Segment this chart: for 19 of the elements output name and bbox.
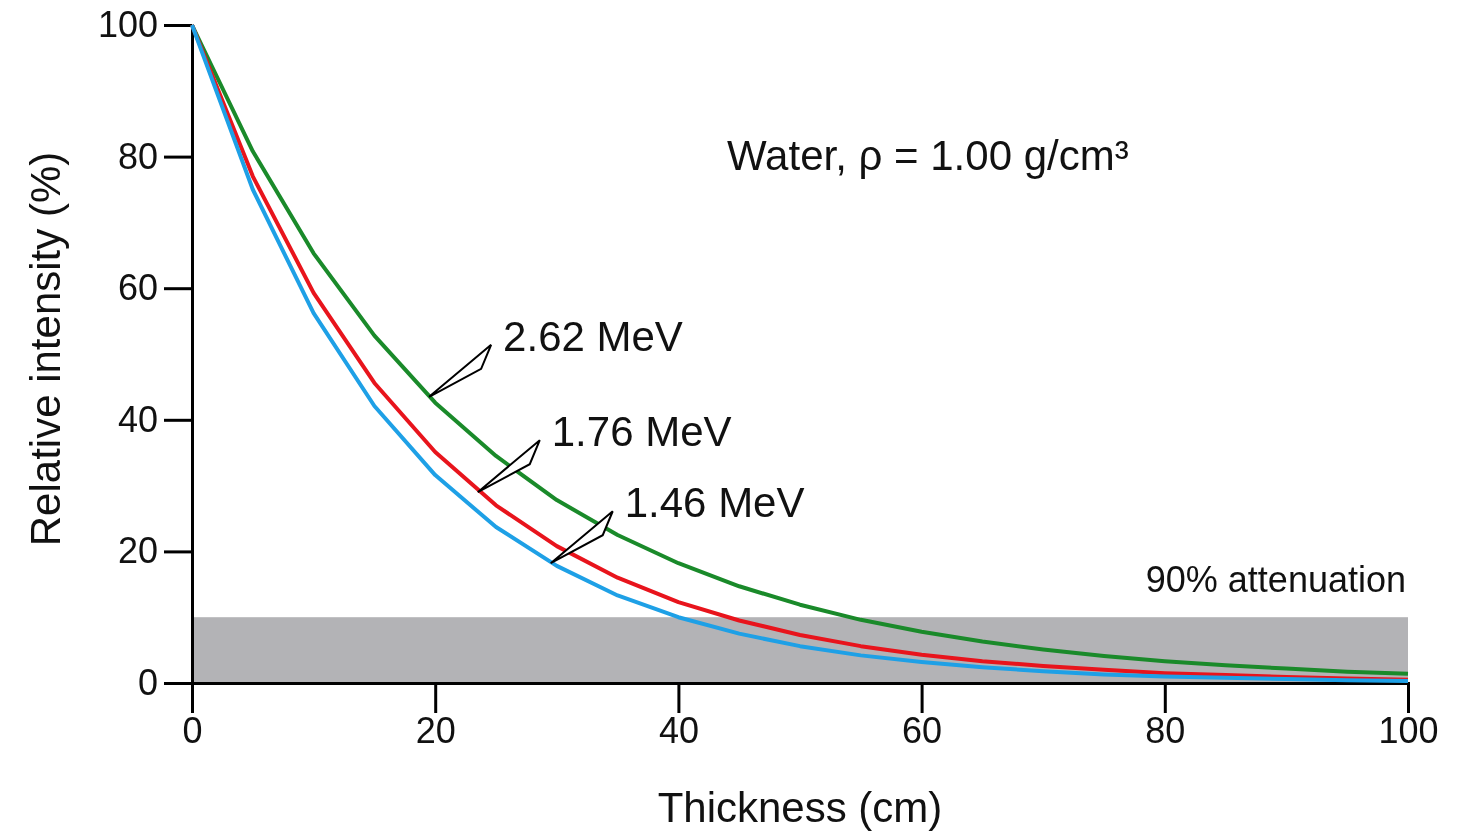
y-tick-label: 100 xyxy=(97,4,158,46)
annotation: 2.62 MeV xyxy=(503,312,683,360)
x-tick-label: 40 xyxy=(658,710,699,752)
x-tick-label: 100 xyxy=(1378,710,1439,752)
x-tick-label: 60 xyxy=(902,710,943,752)
x-axis-title: Thickness (cm) xyxy=(657,784,943,831)
y-tick-label: 80 xyxy=(117,135,158,177)
y-tick-label: 60 xyxy=(117,267,158,309)
x-tick-label: 0 xyxy=(182,710,203,752)
x-tick-label: 20 xyxy=(415,710,456,752)
band-label: 90% attenuation xyxy=(1145,559,1406,601)
annotation: 1.46 MeV xyxy=(624,479,805,527)
text: Water, ρ = 1.00 g/cm³ xyxy=(727,131,1129,179)
annotation: 1.76 MeV xyxy=(551,408,732,456)
y-tick-label: 40 xyxy=(117,398,158,440)
y-tick-label: 0 xyxy=(137,662,158,704)
x-tick-label: 80 xyxy=(1145,710,1186,752)
y-axis-title: Relative intensity (%) xyxy=(22,151,69,547)
y-tick-label: 20 xyxy=(117,530,158,572)
